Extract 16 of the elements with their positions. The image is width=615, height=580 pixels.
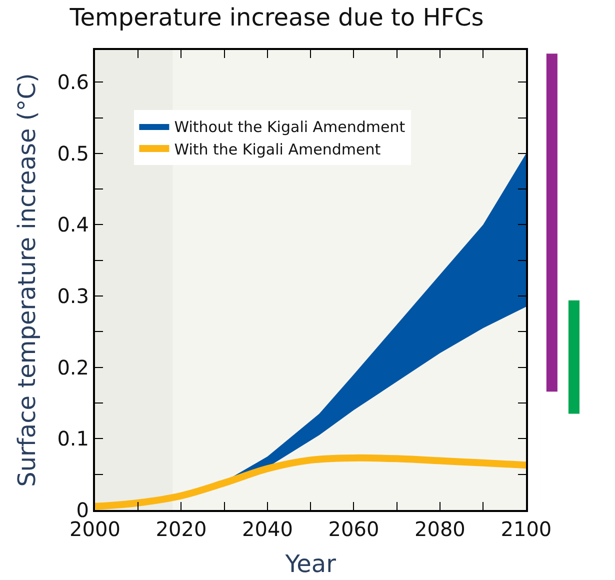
y-tick-label: 0.3 [57,284,89,308]
y-tick-label: 0.6 [57,70,89,94]
legend-label: Without the Kigali Amendment [174,118,406,136]
y-axis-title: Surface temperature increase (°C) [12,73,41,487]
y-tick-label: 0.1 [57,426,89,451]
x-tick-label: 2060 [328,517,380,541]
legend-label: With the Kigali Amendment [174,140,381,158]
x-tick-label: 2100 [500,517,552,541]
y-tick-label: 0.2 [57,355,89,380]
x-tick-label: 2020 [156,517,207,541]
x-tick-label: 2080 [414,517,466,541]
y-tick-label: 0.4 [57,212,89,237]
y-tick-label: 0.5 [57,141,89,166]
chart-title: Temperature increase due to HFCs [68,4,484,32]
x-axis-title: Year [284,550,336,578]
x-tick-label: 2040 [242,517,293,541]
